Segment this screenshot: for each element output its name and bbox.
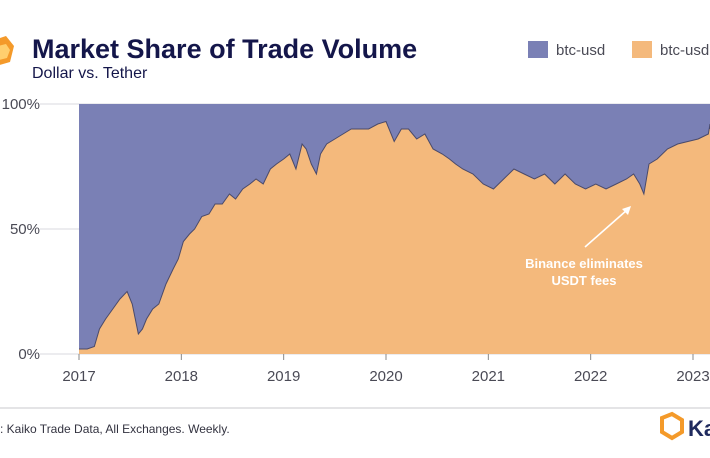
x-tick-label: 2021 xyxy=(472,368,505,385)
brand-wordmark: Ka xyxy=(688,416,710,441)
kaiko-logo-icon xyxy=(0,36,14,65)
annotation-arrowhead xyxy=(622,206,631,215)
x-tick-label: 2023 xyxy=(676,368,709,385)
chart-title: Market Share of Trade Volume xyxy=(32,34,417,64)
x-tick-label: 2020 xyxy=(369,368,402,385)
annotation-line-1: Binance eliminates xyxy=(525,256,643,271)
legend-swatch-btc-usd xyxy=(528,41,548,58)
annotation: Binance eliminates USDT fees xyxy=(525,206,643,288)
area-btc-usdt xyxy=(79,121,710,354)
legend-label-btc-usd: btc-usd xyxy=(556,42,605,59)
x-axis: 2017 2018 2019 2020 2021 2022 2023 xyxy=(62,354,710,385)
chart-subtitle: Dollar vs. Tether xyxy=(32,65,148,82)
area-btc-usd xyxy=(79,104,710,349)
x-tick-label: 2022 xyxy=(574,368,607,385)
legend-label-btc-usdt: btc-usd xyxy=(660,42,709,59)
x-tick-label: 2017 xyxy=(62,368,95,385)
x-tick-label: 2018 xyxy=(165,368,198,385)
y-tick-label: 50% xyxy=(10,221,40,238)
source-note: : Kaiko Trade Data, All Exchanges. Weekl… xyxy=(0,422,230,436)
y-axis: 0% 50% 100% xyxy=(2,96,40,363)
kaiko-brand-logo-icon xyxy=(660,411,684,441)
annotation-line-2: USDT fees xyxy=(551,273,616,288)
y-tick-label: 0% xyxy=(18,346,40,363)
annotation-arrow xyxy=(584,209,628,248)
legend-swatch-btc-usdt xyxy=(632,41,652,58)
series-boundary-line xyxy=(79,120,710,350)
legend: btc-usd btc-usd xyxy=(528,41,709,59)
y-tick-label: 100% xyxy=(2,96,40,113)
x-tick-label: 2019 xyxy=(267,368,300,385)
